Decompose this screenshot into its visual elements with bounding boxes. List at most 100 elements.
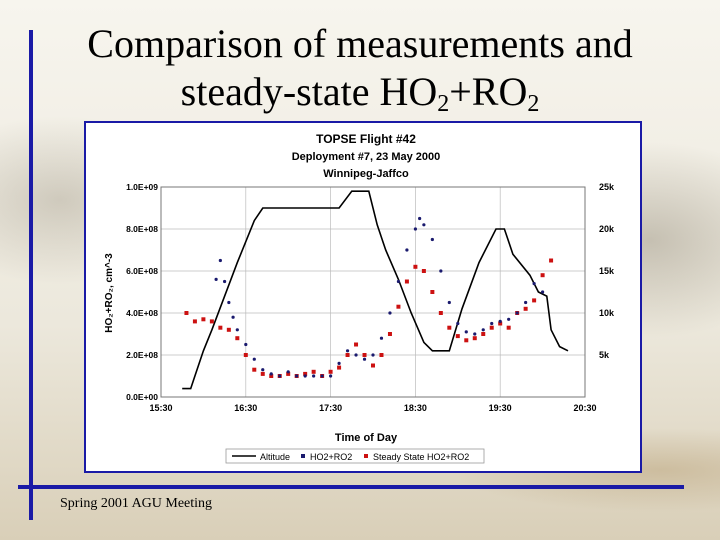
y-tick-label-left: 1.0E+09 — [126, 182, 158, 192]
title-subscript-2: 2 — [527, 91, 540, 117]
measured-point — [388, 311, 392, 315]
slide-title: Comparison of measurements and steady-st… — [40, 20, 680, 128]
x-tick-label: 16:30 — [234, 403, 257, 413]
steady-state-point — [489, 325, 494, 330]
measured-point — [312, 374, 316, 378]
steady-state-point — [438, 311, 443, 315]
steady-state-point — [226, 327, 231, 332]
steady-state-point — [540, 273, 545, 278]
measured-point — [464, 330, 468, 334]
y-tick-label-right: 25k — [599, 182, 615, 192]
steady-state-point — [303, 371, 308, 376]
steady-state-point — [371, 363, 375, 368]
measured-point — [252, 357, 256, 361]
y-axis-label: HO₂+RO₂, cm^-3 — [104, 253, 115, 333]
measured-point — [430, 237, 434, 242]
y-axis-right: 5k 10k 15k 20k 25k — [599, 182, 615, 360]
measured-point — [269, 372, 273, 376]
y-tick-label-left: 8.0E+08 — [126, 224, 158, 234]
measured-point — [439, 269, 443, 273]
measured-point — [295, 374, 299, 378]
chart-title: TOPSE Flight #42 — [316, 132, 416, 146]
measured-point — [231, 315, 235, 319]
y-tick-label-left: 2.0E+08 — [126, 350, 158, 360]
steady-state-point — [396, 304, 401, 309]
plot-area-border — [160, 186, 586, 398]
title-mid: +RO — [449, 69, 528, 114]
measured-point — [303, 374, 307, 378]
slide-title-line-2: steady-state HO2+RO2 — [40, 68, 680, 128]
measured-point — [223, 279, 227, 284]
steady-state-point — [472, 336, 477, 341]
measured-point — [422, 223, 426, 227]
legend-box — [225, 448, 485, 464]
x-axis: 15:30 16:30 17:30 18:30 19:30 20:30 — [149, 403, 596, 413]
steady-state-point — [201, 317, 206, 322]
legend-altitude-label: Altitude — [260, 452, 290, 462]
measured-point — [515, 311, 519, 315]
measured-point — [244, 342, 248, 347]
steady-state-point — [404, 279, 409, 284]
measured-point — [354, 353, 358, 357]
steady-state-point — [243, 353, 248, 357]
measured-point — [214, 277, 218, 281]
legend-steady-label: Steady State HO2+RO2 — [373, 452, 469, 462]
measured-point — [286, 370, 290, 374]
measured-point — [456, 321, 460, 326]
steady-state-point — [286, 371, 291, 376]
steady-state-point — [413, 264, 418, 269]
measured-point — [329, 374, 333, 378]
steady-state-point — [311, 369, 316, 374]
steady-state-point — [328, 369, 333, 374]
y-axis-left: 0.0E+00 2.0E+08 4.0E+08 6.0E+08 8.0E+08 1.0E+… — [126, 182, 158, 402]
steady-state-point — [532, 298, 537, 303]
legend-steady-swatch — [364, 454, 368, 458]
left-accent-rule — [29, 30, 33, 520]
steady-state-point — [345, 353, 350, 357]
slide-title-line-1: Comparison of measurements and — [87, 21, 633, 66]
series-group — [182, 190, 569, 390]
slide-footer: Spring 2001 AGU Meeting — [60, 496, 213, 511]
chart-frame: TOPSE Flight #42 Deployment #7, 23 May 2… — [84, 121, 642, 473]
measured-point — [379, 336, 384, 340]
title-prefix: steady-state HO — [180, 69, 438, 114]
measured-point — [235, 328, 239, 332]
bottom-accent-rule — [18, 485, 684, 489]
measured-point — [337, 361, 341, 365]
steady-state-point — [481, 332, 486, 336]
y-tick-label-right: 20k — [599, 224, 615, 234]
steady-state-point — [387, 332, 392, 336]
steady-state-point — [354, 342, 359, 347]
steady-state-point — [192, 319, 197, 324]
steady-state-point — [209, 319, 214, 324]
altitude-line — [182, 190, 569, 390]
measured-point — [541, 290, 545, 294]
measured-point — [371, 353, 375, 357]
x-axis-label: Time of Day — [335, 432, 398, 444]
steady-state-point — [549, 258, 554, 263]
measured-point — [447, 300, 451, 305]
measured-point — [278, 374, 282, 378]
y-tick-label-left: 0.0E+00 — [126, 392, 158, 402]
steady-state-point — [523, 306, 528, 311]
chart-svg: TOPSE Flight #42 Deployment #7, 23 May 2… — [104, 132, 615, 464]
steady-state-point — [447, 325, 452, 330]
steady-state-point — [269, 374, 274, 378]
chart-subtitle-1: Deployment #7, 23 May 2000 — [292, 151, 441, 163]
measured-point — [227, 300, 231, 305]
y-tick-label-right: 5k — [599, 350, 610, 360]
measured-point — [473, 332, 477, 336]
x-tick-label: 18:30 — [404, 403, 427, 413]
steady-state-point — [337, 365, 342, 370]
steady-state-point — [218, 325, 223, 330]
measured-point — [261, 368, 265, 372]
steady-state-point — [184, 311, 189, 315]
x-tick-label: 17:30 — [319, 403, 342, 413]
y-tick-label-right: 10k — [599, 308, 615, 318]
measured-point — [498, 319, 502, 323]
measured-point — [418, 216, 422, 221]
measured-point — [507, 317, 511, 321]
x-tick-label: 19:30 — [489, 403, 512, 413]
legend: Altitude HO2+RO2 Steady State HO2+RO2 — [225, 448, 485, 464]
steady-state-point — [260, 371, 265, 376]
